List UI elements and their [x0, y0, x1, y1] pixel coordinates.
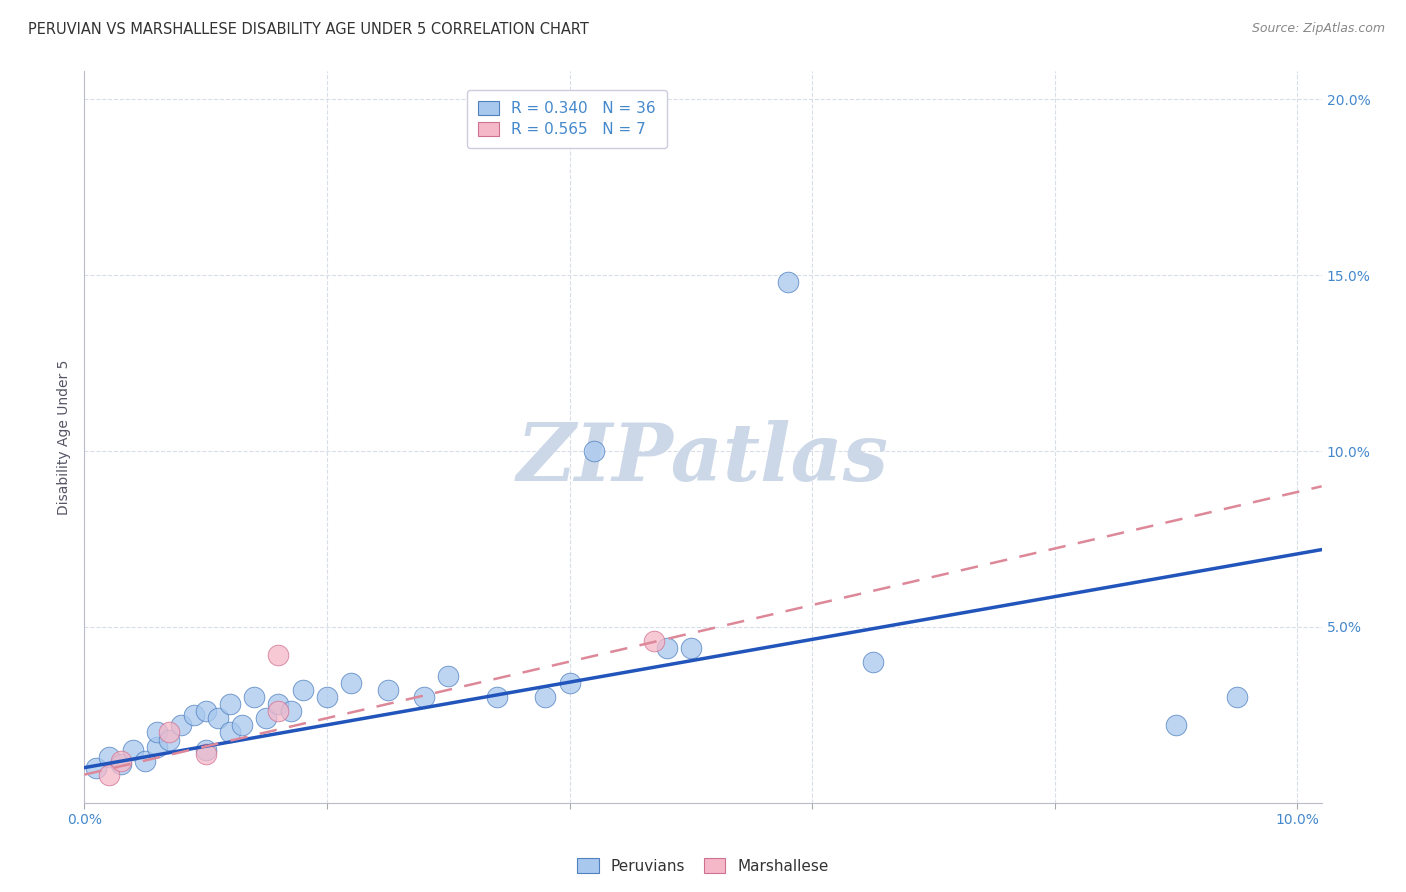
Point — [194, 743, 217, 757]
Point — [558, 676, 581, 690]
Point — [437, 669, 460, 683]
Point — [679, 641, 702, 656]
Point — [207, 711, 229, 725]
Point — [97, 750, 120, 764]
Point — [377, 683, 399, 698]
Y-axis label: Disability Age Under 5: Disability Age Under 5 — [58, 359, 72, 515]
Point — [267, 648, 290, 662]
Point — [254, 711, 277, 725]
Point — [170, 718, 193, 732]
Point — [219, 698, 242, 712]
Point — [97, 767, 120, 781]
Point — [157, 732, 180, 747]
Point — [146, 739, 169, 754]
Point — [280, 705, 302, 719]
Point — [110, 754, 132, 768]
Point — [183, 707, 205, 722]
Point — [316, 690, 339, 705]
Point — [655, 641, 678, 656]
Point — [534, 690, 557, 705]
Point — [157, 725, 180, 739]
Point — [862, 655, 884, 669]
Text: Source: ZipAtlas.com: Source: ZipAtlas.com — [1251, 22, 1385, 36]
Text: ZIPatlas: ZIPatlas — [517, 420, 889, 498]
Point — [134, 754, 156, 768]
Point — [86, 761, 108, 775]
Point — [582, 444, 605, 458]
Point — [267, 698, 290, 712]
Point — [485, 690, 508, 705]
Point — [1226, 690, 1249, 705]
Point — [340, 676, 363, 690]
Point — [643, 634, 665, 648]
Point — [231, 718, 253, 732]
Point — [413, 690, 436, 705]
Point — [194, 705, 217, 719]
Point — [146, 725, 169, 739]
Legend: R = 0.340   N = 36, R = 0.565   N = 7: R = 0.340 N = 36, R = 0.565 N = 7 — [467, 90, 666, 148]
Point — [291, 683, 314, 698]
Point — [122, 743, 145, 757]
Point — [110, 757, 132, 772]
Point — [219, 725, 242, 739]
Point — [776, 276, 799, 290]
Point — [267, 705, 290, 719]
Point — [1164, 718, 1187, 732]
Text: PERUVIAN VS MARSHALLESE DISABILITY AGE UNDER 5 CORRELATION CHART: PERUVIAN VS MARSHALLESE DISABILITY AGE U… — [28, 22, 589, 37]
Point — [243, 690, 266, 705]
Point — [194, 747, 217, 761]
Legend: Peruvians, Marshallese: Peruvians, Marshallese — [571, 852, 835, 880]
